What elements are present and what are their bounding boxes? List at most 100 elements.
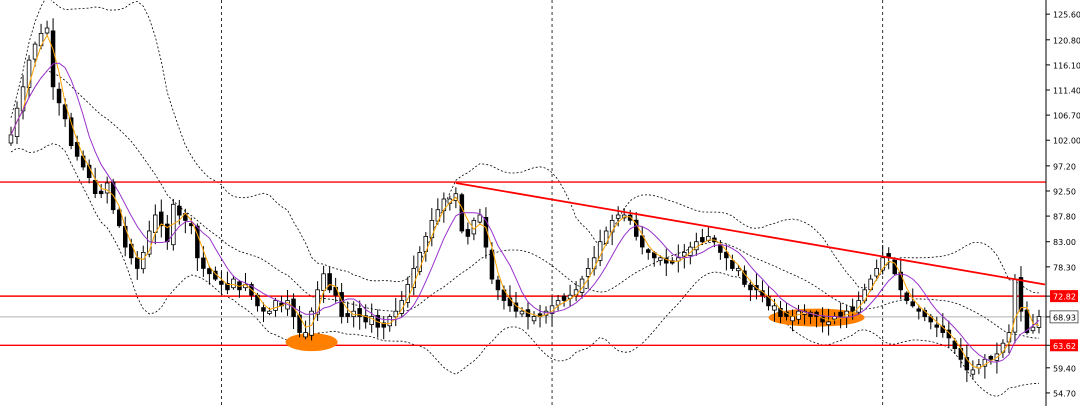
candle-body	[381, 322, 386, 328]
candle-body	[32, 43, 38, 60]
candle-body	[658, 257, 663, 261]
candle-body	[26, 59, 32, 88]
moving-average-fast-line	[10, 34, 1040, 369]
candle-body	[207, 268, 212, 275]
price-tick-label: 116.10	[1053, 61, 1080, 70]
candle-body	[856, 300, 861, 313]
level-price-label: 63.62	[1053, 342, 1076, 351]
candle-body	[140, 251, 146, 270]
price-tick-label: 125.60	[1053, 11, 1080, 20]
price-tick-label: 111.40	[1053, 87, 1080, 96]
price-tick-label: 106.70	[1053, 112, 1080, 121]
candle-body	[74, 142, 80, 157]
candle-body	[117, 209, 122, 227]
candle-body	[345, 313, 350, 317]
price-tick-label: 97.20	[1053, 162, 1076, 171]
bollinger-lower-line	[10, 143, 1040, 397]
candle-body	[50, 30, 56, 88]
candle-body	[910, 301, 916, 307]
candle-body	[62, 104, 68, 120]
candle-body	[273, 300, 278, 311]
price-tick-label: 102.00	[1053, 137, 1080, 146]
candle-body	[640, 235, 645, 248]
candle-body	[736, 267, 741, 272]
candle-body	[730, 259, 735, 269]
candle-body	[134, 257, 140, 269]
moving-averages	[10, 34, 1040, 369]
candle-body	[682, 251, 687, 257]
candle-body	[555, 300, 561, 306]
candle-body	[531, 316, 537, 322]
candle-body	[664, 257, 669, 264]
candle-body	[898, 271, 904, 291]
candle-body	[146, 230, 152, 255]
level-price-label: 72.82	[1053, 293, 1076, 302]
candle-body	[627, 214, 633, 221]
candle-body	[417, 251, 422, 272]
candle-body	[387, 316, 392, 327]
vertical-separators	[0, 0, 1046, 406]
candle-body	[56, 88, 62, 104]
candle-body	[477, 214, 483, 223]
level-label-box	[1050, 290, 1078, 303]
candle-body	[874, 267, 879, 277]
price-tick-label: 83.00	[1053, 238, 1076, 247]
candle-body	[904, 292, 910, 301]
candle-body	[411, 267, 416, 288]
price-tick-label: 92.50	[1053, 187, 1076, 196]
candle-body	[98, 190, 104, 195]
price-tick-label: 59.40	[1053, 364, 1076, 373]
candle-body	[219, 280, 224, 285]
candle-body	[303, 332, 308, 338]
candle-body	[261, 307, 266, 312]
level-label-box	[1050, 339, 1078, 352]
bollinger-bands	[10, 0, 1040, 397]
candle-body	[718, 244, 723, 253]
candle-body	[838, 311, 843, 317]
price-tick-label: 87.80	[1053, 213, 1076, 222]
candle-body	[92, 179, 98, 195]
candle-body	[615, 214, 621, 219]
trendline	[455, 182, 1046, 286]
candle-body	[465, 229, 471, 237]
candle-body	[519, 310, 525, 315]
candle-body	[201, 257, 206, 269]
candle-body	[748, 284, 753, 291]
bollinger-middle-line	[10, 70, 1040, 339]
candle-body	[970, 369, 976, 375]
candle-body	[988, 355, 994, 360]
candle-body	[646, 249, 651, 253]
candle-body	[724, 251, 729, 259]
price-tick-label: 78.30	[1053, 263, 1076, 272]
candle-body	[964, 357, 970, 371]
highlight-zone	[285, 333, 338, 352]
price-tick-label: 120.80	[1053, 36, 1080, 45]
current-price-label-box	[1049, 310, 1079, 324]
candle-body	[742, 270, 747, 285]
candle-body	[946, 329, 952, 339]
candle-body	[495, 279, 501, 291]
candle-body	[339, 292, 344, 317]
candle-body	[158, 211, 164, 227]
candle-body	[700, 237, 705, 243]
candle-body	[351, 310, 356, 318]
candle-body	[772, 305, 777, 311]
candle-body	[489, 249, 495, 280]
price-tick-label: 54.70	[1053, 389, 1076, 398]
candle-body	[297, 314, 302, 333]
candle-body	[670, 260, 675, 264]
horizontal-levels	[0, 181, 1046, 346]
candle-body	[369, 316, 374, 326]
candle-body	[152, 214, 158, 233]
candle-body	[778, 307, 783, 317]
candle-body	[820, 316, 825, 323]
candle-body	[429, 219, 435, 239]
candle-body	[1018, 277, 1024, 312]
candle-body	[826, 321, 831, 325]
candle-body	[104, 182, 110, 194]
candle-body	[561, 295, 567, 301]
candle-body	[393, 310, 398, 318]
